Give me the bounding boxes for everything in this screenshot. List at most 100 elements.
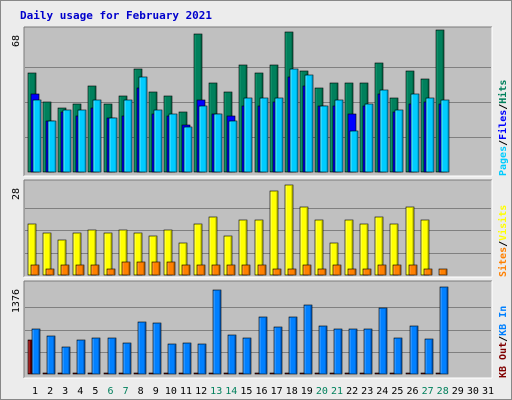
bar-pages-day-12 xyxy=(198,105,208,173)
bar-kbin-day-12 xyxy=(197,343,207,375)
panel-volume-ymax-label: 1376 xyxy=(11,289,22,313)
bar-kbin-day-18 xyxy=(288,316,298,375)
bar-sites-day-15 xyxy=(241,264,251,276)
bar-pages-day-28 xyxy=(440,99,450,173)
bar-kbin-day-28 xyxy=(439,286,449,375)
bar-sites-day-12 xyxy=(196,264,206,276)
x-tick-label-day-14: 14 xyxy=(225,386,237,397)
bar-sites-day-13 xyxy=(211,264,221,276)
bar-kbin-day-22 xyxy=(348,328,358,375)
bar-kbout-day-19 xyxy=(299,372,305,375)
bar-sites-day-18 xyxy=(287,268,297,276)
x-tick-label-day-1: 1 xyxy=(32,386,38,397)
x-tick-label-day-24: 24 xyxy=(376,386,388,397)
bar-kbin-day-6 xyxy=(107,337,117,375)
x-tick-label-day-22: 22 xyxy=(346,386,358,397)
bar-sites-day-28 xyxy=(438,268,448,276)
bar-sites-day-11 xyxy=(181,264,191,276)
bar-sites-day-25 xyxy=(392,264,402,276)
bar-kbout-day-21 xyxy=(329,372,335,375)
legend-separator: / xyxy=(498,140,509,146)
legend-separator: / xyxy=(498,241,509,247)
bar-pages-day-24 xyxy=(379,89,389,173)
x-tick-label-day-7: 7 xyxy=(123,386,129,397)
bar-sites-day-26 xyxy=(408,264,418,276)
bar-kbout-day-5 xyxy=(87,372,93,375)
panel-usage-legend: Pages/Files/Hits xyxy=(497,80,509,176)
bar-kbout-day-27 xyxy=(420,372,426,375)
bar-pages-day-27 xyxy=(425,97,435,173)
bar-kbin-day-16 xyxy=(258,316,268,375)
x-tick-label-day-8: 8 xyxy=(138,386,144,397)
bar-kbin-day-17 xyxy=(273,326,283,375)
x-tick-label-day-3: 3 xyxy=(62,386,68,397)
x-tick-label-day-31: 31 xyxy=(482,386,494,397)
bar-kbout-day-12 xyxy=(193,372,199,375)
bar-kbin-day-25 xyxy=(393,337,403,375)
bar-kbin-day-7 xyxy=(122,342,132,375)
bar-kbin-day-24 xyxy=(378,307,388,375)
bar-pages-day-18 xyxy=(289,68,299,173)
x-tick-label-day-10: 10 xyxy=(165,386,177,397)
bar-kbout-day-28 xyxy=(435,372,441,375)
bar-sites-day-22 xyxy=(347,268,357,276)
bar-kbout-day-1 xyxy=(27,339,33,375)
x-tick-label-day-15: 15 xyxy=(240,386,252,397)
legend-pages: Pages xyxy=(498,146,509,176)
bar-kbin-day-21 xyxy=(333,328,343,375)
x-tick-label-day-11: 11 xyxy=(180,386,192,397)
bar-pages-day-21 xyxy=(334,99,344,173)
bar-kbin-day-26 xyxy=(409,325,419,375)
bar-kbout-day-3 xyxy=(57,372,63,375)
bar-kbin-day-23 xyxy=(363,328,373,375)
bar-sites-day-8 xyxy=(136,261,146,276)
bar-pages-day-4 xyxy=(77,109,87,173)
bar-kbout-day-23 xyxy=(359,372,365,375)
bar-kbout-day-16 xyxy=(254,372,260,375)
bar-sites-day-16 xyxy=(257,264,267,276)
x-tick-label-day-9: 9 xyxy=(153,386,159,397)
bar-sites-day-17 xyxy=(272,268,282,276)
bar-pages-day-5 xyxy=(92,99,102,173)
legend-visits: Visits xyxy=(497,205,509,241)
x-tick-label-day-17: 17 xyxy=(271,386,283,397)
bar-kbout-day-8 xyxy=(133,372,139,375)
bar-sites-day-3 xyxy=(60,264,70,276)
legend-separator: / xyxy=(498,104,509,110)
bar-kbout-day-20 xyxy=(314,372,320,375)
bar-kbout-day-17 xyxy=(269,372,275,375)
bar-pages-day-25 xyxy=(394,109,404,173)
bar-pages-day-22 xyxy=(349,130,359,173)
bar-kbout-day-4 xyxy=(72,372,78,375)
bar-pages-day-17 xyxy=(274,97,284,173)
x-tick-label-day-26: 26 xyxy=(406,386,418,397)
panel-usage-ymax-label: 68 xyxy=(11,35,22,47)
bar-pages-day-14 xyxy=(228,120,238,173)
legend-kbout: KB Out xyxy=(498,342,509,378)
bar-kbin-day-9 xyxy=(152,322,162,375)
bar-pages-day-19 xyxy=(304,74,314,173)
bar-sites-day-23 xyxy=(362,268,372,276)
bar-kbout-day-26 xyxy=(405,372,411,375)
panel-visits-legend: Sites/Visits xyxy=(497,205,509,277)
chart-title: Daily usage for February 2021 xyxy=(20,9,213,22)
bar-sites-day-21 xyxy=(332,264,342,276)
bar-sites-day-4 xyxy=(75,264,85,276)
legend-sites: Sites xyxy=(497,247,509,277)
bar-kbout-day-10 xyxy=(163,372,169,375)
x-tick-label-day-30: 30 xyxy=(467,386,479,397)
bar-pages-day-15 xyxy=(243,97,253,173)
x-tick-label-day-18: 18 xyxy=(286,386,298,397)
bar-kbout-day-25 xyxy=(389,372,395,375)
x-tick-label-day-23: 23 xyxy=(361,386,373,397)
x-tick-label-day-29: 29 xyxy=(452,386,464,397)
bar-pages-day-23 xyxy=(364,103,374,173)
bar-sites-day-19 xyxy=(302,264,312,276)
bar-sites-day-10 xyxy=(166,261,176,276)
x-tick-label-day-20: 20 xyxy=(316,386,328,397)
bar-pages-day-13 xyxy=(213,113,223,173)
x-tick-label-day-5: 5 xyxy=(92,386,98,397)
bar-kbin-day-10 xyxy=(167,343,177,375)
bar-pages-day-9 xyxy=(153,109,163,173)
